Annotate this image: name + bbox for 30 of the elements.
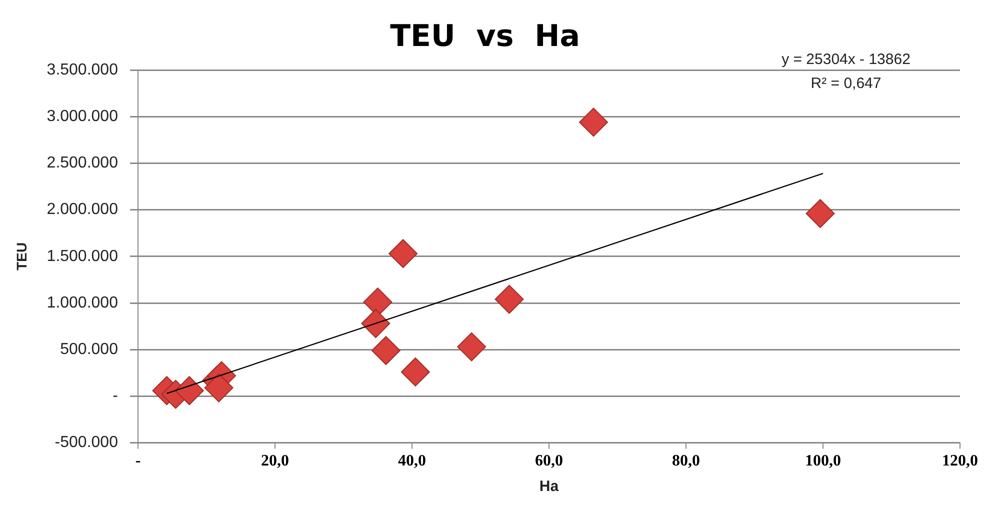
y-tick-label: 2.000.000 [46, 201, 118, 218]
point [494, 284, 524, 314]
chart-title: TEU vs Ha [390, 18, 580, 54]
point [388, 239, 418, 268]
y-tick-label: - [112, 388, 118, 405]
point [174, 376, 204, 406]
x-tick-label: 40,0 [398, 452, 426, 470]
point [361, 309, 390, 338]
y-tick-label: -500.000 [54, 434, 118, 452]
y-axis-title: TEU [13, 242, 30, 270]
x-tick-label: 80,0 [672, 452, 700, 470]
x-tick-label: 60,0 [534, 452, 563, 470]
x-tick-label: 120,0 [942, 452, 978, 470]
point [371, 336, 400, 366]
y-tick-label: 3.500.000 [46, 61, 118, 78]
annotation: R² = 0,647 [810, 75, 882, 92]
point [457, 332, 486, 362]
x-tick-label: 100,0 [804, 452, 841, 470]
point [579, 108, 608, 137]
point [400, 357, 430, 386]
y-tick-label: 500.000 [60, 341, 118, 358]
y-tick-label: 1.000.000 [46, 294, 118, 312]
x-tick-label: 20,0 [260, 452, 289, 470]
x-tick-label: - [135, 452, 141, 470]
y-tick-label: 3.000.000 [46, 108, 118, 126]
text: y = 25304x - 13862 [782, 51, 910, 68]
y-tick-label: 1.500.000 [46, 248, 118, 265]
y-tick-label: 2.500.000 [46, 154, 118, 172]
point [806, 199, 835, 228]
x-axis-title: Ha [539, 478, 560, 496]
